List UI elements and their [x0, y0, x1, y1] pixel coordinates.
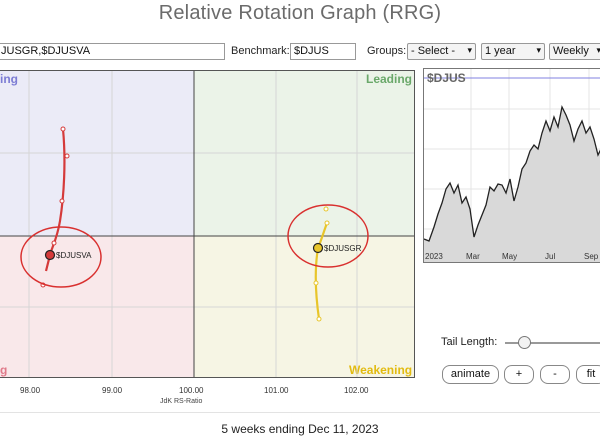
animate-button[interactable]: animate [442, 365, 499, 384]
benchmark-label: Benchmark: [231, 45, 290, 57]
period-select-value: 1 year [485, 45, 516, 57]
djusgr-label: $DJUSGR [324, 244, 362, 253]
date-label: Jul [545, 252, 556, 261]
groups-select[interactable]: - Select - ▾ [407, 43, 476, 60]
price-line [424, 105, 600, 242]
djusva-tail-point [60, 126, 66, 132]
djusva-tail-point [59, 198, 65, 204]
period-select[interactable]: 1 year ▾ [481, 43, 545, 60]
djusgr-highlight-circle [287, 204, 369, 268]
x-tick-label: 100.00 [179, 386, 204, 395]
groups-select-value: - Select - [411, 45, 456, 57]
x-tick-label: 99.00 [102, 386, 123, 395]
date-range-caption: 5 weeks ending Dec 11, 2023 [221, 422, 379, 436]
symbols-input[interactable]: JUSGR,$DJUSVA [0, 43, 225, 60]
chevron-down-icon: ▾ [596, 45, 600, 55]
price-chart-graphics [424, 69, 600, 262]
groups-label: Groups: [367, 45, 407, 57]
toolbar: JUSGR,$DJUSVA Benchmark: $DJUS Groups: -… [0, 43, 600, 61]
benchmark-input[interactable]: $DJUS [290, 43, 356, 60]
date-label: Mar [466, 252, 480, 261]
price-area [424, 107, 600, 262]
djusgr-tail-point [316, 316, 322, 322]
tail-length-slider-thumb[interactable] [518, 336, 531, 349]
djusva-tail-point [51, 240, 57, 246]
x-axis-title: JdK RS-Ratio [160, 398, 203, 405]
tail-length-label: Tail Length: [441, 336, 498, 348]
quadrant-label-leading: Leading [366, 72, 413, 86]
djusgr-tail-point [323, 206, 329, 212]
grid-lines [0, 71, 414, 377]
zoom-in-button[interactable]: + [504, 365, 534, 384]
djusva-head[interactable] [44, 249, 56, 261]
rrg-graphics: $DJUSVA $DJUSGR [0, 71, 414, 377]
x-tick-label: 101.00 [264, 386, 289, 395]
djusgr-tail [314, 222, 329, 320]
chevron-down-icon: ▾ [467, 45, 472, 55]
quadrant-label-weakening: Weakening [349, 363, 413, 377]
djusva-label: $DJUSVA [56, 251, 92, 260]
quadrant-label-improving: ing [0, 72, 18, 86]
djusva-tail-point [64, 153, 70, 159]
chevron-down-icon: ▾ [536, 45, 541, 55]
date-label: May [502, 252, 518, 261]
x-tick-label: 98.00 [20, 386, 41, 395]
zoom-out-button[interactable]: - [540, 365, 570, 384]
frequency-select[interactable]: Weekly ▾ [549, 43, 600, 60]
rrg-plot[interactable]: ing Leading g Weakening $DJUSVA [0, 70, 415, 378]
djusgr-head[interactable] [312, 242, 324, 254]
tail-length-slider-track[interactable] [505, 342, 600, 344]
djusva-tail [44, 128, 66, 272]
fit-button[interactable]: fit [576, 365, 600, 384]
x-tick-label: 102.00 [344, 386, 369, 395]
djusgr-tail-point [313, 280, 319, 286]
benchmark-price-chart[interactable]: $DJUS [423, 68, 600, 263]
page-title: Relative Rotation Graph (RRG) [158, 2, 442, 24]
date-label: 2023 [425, 252, 443, 261]
djusgr-tail-point [324, 220, 330, 226]
quadrant-label-lagging: g [0, 363, 8, 377]
date-label: Sep [584, 252, 599, 261]
footer-divider [0, 412, 600, 413]
djusva-highlight-circle [20, 226, 102, 288]
price-chart-title: $DJUS [427, 71, 466, 85]
frequency-select-value: Weekly [553, 45, 589, 57]
